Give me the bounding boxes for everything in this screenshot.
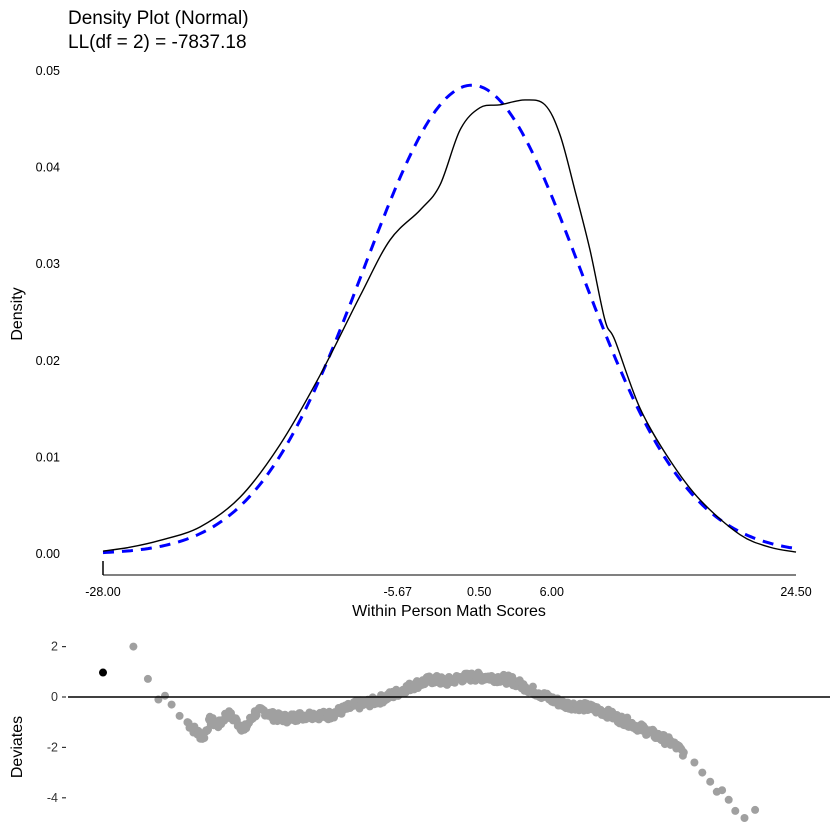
deviate-point — [167, 700, 176, 709]
deviate-point — [175, 711, 184, 720]
highlighted-deviate-point — [99, 668, 107, 677]
deviates-y-tick-label: 0 — [51, 690, 58, 704]
deviate-point — [129, 642, 138, 651]
deviates-y-tick-label: -2 — [47, 740, 58, 754]
deviate-point — [706, 777, 715, 786]
deviate-point — [528, 682, 537, 691]
deviate-point — [718, 786, 727, 795]
deviates-y-axis-label: Deviates — [9, 716, 26, 778]
deviates-y-tick-label: 2 — [51, 640, 58, 654]
chart-title: Density Plot (Normal) — [68, 8, 249, 29]
deviate-point — [143, 674, 152, 683]
x-tick-label: 6.00 — [540, 585, 564, 599]
y-tick-label: 0.00 — [36, 547, 60, 561]
y-tick-label: 0.03 — [36, 257, 60, 271]
y-axis-label: Density — [9, 287, 26, 340]
x-tick-label: -5.67 — [384, 585, 413, 599]
deviates-points — [129, 642, 760, 822]
deviate-point — [161, 691, 169, 700]
observed-density-line — [102, 99, 797, 553]
x-tick-labels: -28.00 -5.67 0.50 6.00 24.50 — [85, 585, 811, 599]
deviate-point — [740, 814, 749, 822]
x-tick-label: 24.50 — [780, 585, 811, 599]
y-tick-label: 0.02 — [36, 354, 60, 368]
deviate-point — [678, 751, 687, 760]
normal-fit-line — [102, 83, 797, 555]
deviate-point — [724, 795, 733, 804]
x-tick-label: -28.00 — [85, 585, 120, 599]
chart-subtitle: LL(df = 2) = -7837.18 — [68, 32, 247, 53]
deviate-point — [698, 768, 707, 777]
x-tick-label: 0.50 — [467, 585, 491, 599]
y-tick-label: 0.01 — [36, 450, 60, 464]
deviates-y-tick-labels: 2 0 -2 -4 — [47, 640, 66, 805]
x-axis-label: Within Person Math Scores — [352, 603, 546, 620]
deviate-point — [690, 758, 699, 767]
deviate-point — [200, 734, 209, 742]
deviate-point — [751, 805, 760, 814]
deviate-point — [731, 806, 740, 815]
y-tick-labels: 0.00 0.01 0.02 0.03 0.04 0.05 — [36, 64, 60, 561]
y-tick-label: 0.04 — [36, 161, 60, 175]
deviates-y-tick-label: -4 — [47, 791, 58, 805]
y-tick-label: 0.05 — [36, 64, 60, 78]
